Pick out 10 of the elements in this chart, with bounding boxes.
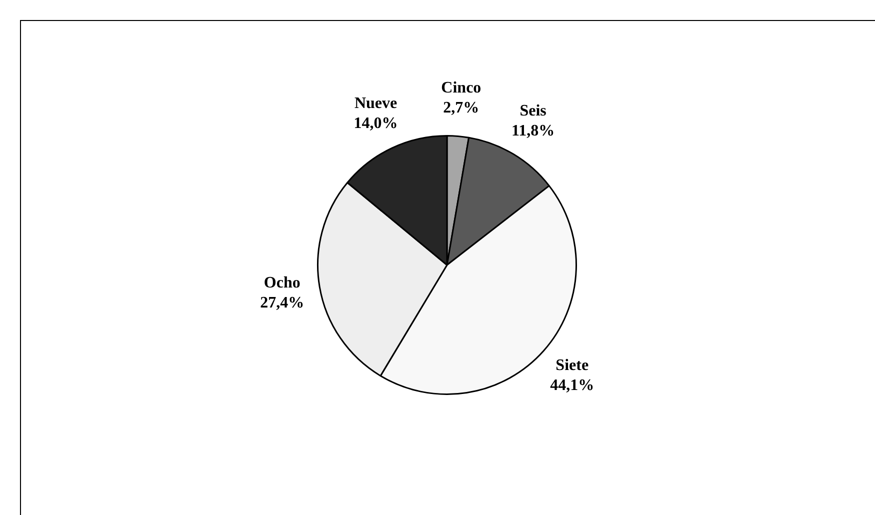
slice-label: Seis (520, 102, 546, 120)
data-label: 11,8% (511, 122, 555, 140)
data-label: 44,1% (550, 377, 594, 394)
data-label: 2,7% (443, 99, 480, 116)
data-label: 14,0% (354, 114, 398, 132)
slice-label: Ocho (264, 274, 300, 292)
slice-label: Siete (556, 357, 589, 374)
data-label: 27,4% (260, 294, 304, 312)
slice-label: Nueve (354, 94, 398, 112)
slice-label: Cinco (441, 79, 482, 96)
